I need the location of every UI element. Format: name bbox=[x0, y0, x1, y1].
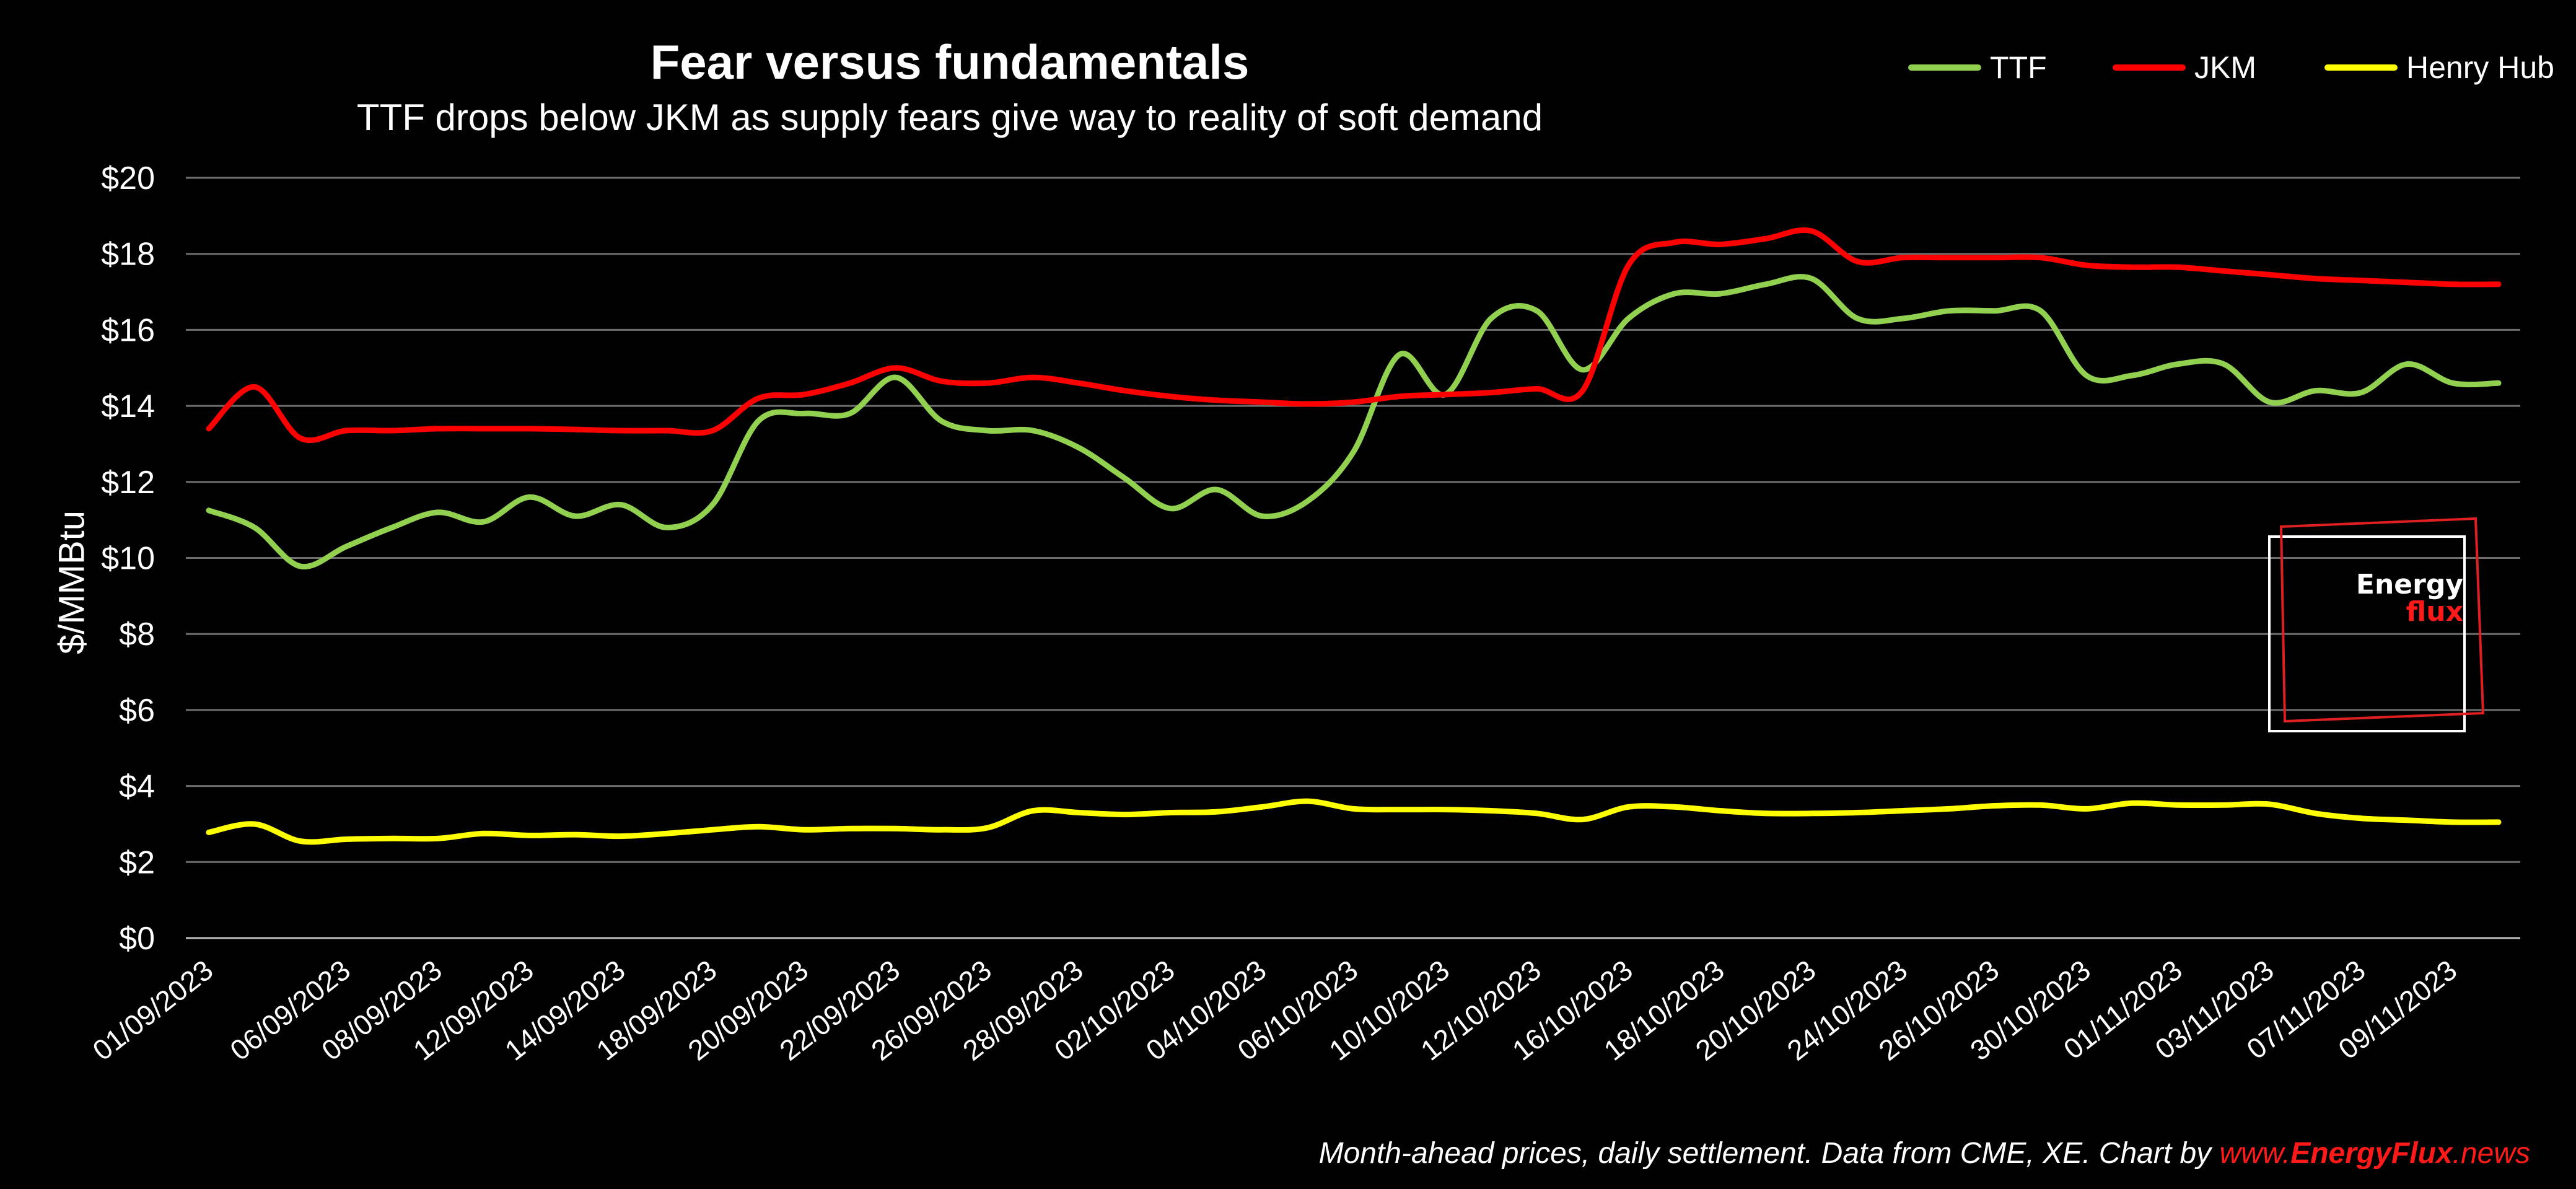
footer-source-text: Month-ahead prices, daily settlement. Da… bbox=[1318, 1137, 2220, 1170]
legend-label-jkm: JKM bbox=[2194, 50, 2256, 85]
legend-item-henry-hub: Henry Hub bbox=[2324, 50, 2554, 86]
energyflux-logo bbox=[2268, 517, 2485, 732]
footer-link-prefix: www. bbox=[2219, 1137, 2291, 1170]
y-tick-label: $0 bbox=[119, 921, 155, 957]
footer-link-brand: EnergyFlux bbox=[2290, 1137, 2453, 1170]
y-tick-label: $20 bbox=[101, 160, 155, 196]
logo-word-energy: Energy bbox=[2355, 569, 2463, 600]
legend-label-ttf: TTF bbox=[1990, 50, 2047, 85]
y-tick-label: $16 bbox=[101, 312, 155, 348]
legend-swatch-henry-hub bbox=[2324, 64, 2398, 71]
y-tick-label: $6 bbox=[119, 693, 155, 729]
chart-subtitle: TTF drops below JKM as supply fears give… bbox=[356, 97, 1543, 138]
logo-white-frame bbox=[2268, 535, 2466, 732]
footer-link-suffix: .news bbox=[2452, 1137, 2530, 1170]
legend-item-ttf: TTF bbox=[1908, 50, 2047, 86]
x-tick-label: 01/09/2023 bbox=[87, 954, 219, 1067]
series-lines bbox=[206, 227, 2502, 845]
logo-red-frame bbox=[2279, 517, 2485, 723]
y-axis-label: $/MMBtu bbox=[51, 510, 92, 655]
grid-lines bbox=[186, 177, 2520, 939]
y-tick-label: $10 bbox=[101, 541, 155, 577]
logo-text: Energy flux bbox=[2311, 571, 2463, 626]
chart-legend: TTF JKM Henry Hub bbox=[1908, 50, 2565, 87]
footer-link[interactable]: www.EnergyFlux.news bbox=[2220, 1137, 2530, 1170]
series-line-ttf bbox=[206, 274, 2502, 570]
y-tick-label: $2 bbox=[119, 845, 155, 880]
legend-label-henry-hub: Henry Hub bbox=[2406, 50, 2554, 85]
y-tick-label: $12 bbox=[101, 465, 155, 501]
legend-swatch-ttf bbox=[1908, 64, 1981, 71]
logo-word-flux: flux bbox=[2406, 596, 2463, 628]
chart-title: Fear versus fundamentals bbox=[650, 35, 1250, 89]
y-tick-label: $8 bbox=[119, 616, 155, 652]
y-tick-label: $4 bbox=[119, 769, 155, 805]
y-tick-label: $14 bbox=[101, 388, 155, 424]
y-tick-label: $18 bbox=[101, 237, 155, 273]
chart-footer: Month-ahead prices, daily settlement. Da… bbox=[1319, 1136, 2530, 1170]
x-axis-ticks: 01/09/2023 06/09/202308/09/202312/09/2023… bbox=[87, 954, 2463, 1067]
series-line-henry-hub bbox=[206, 798, 2502, 845]
y-axis-ticks: $0 $2 $4 $6 $8 $10 $12 $14 $16 $18 $20 bbox=[101, 160, 155, 957]
series-line-jkm bbox=[206, 227, 2502, 444]
legend-swatch-jkm bbox=[2113, 64, 2186, 71]
legend-item-jkm: JKM bbox=[2113, 50, 2256, 86]
